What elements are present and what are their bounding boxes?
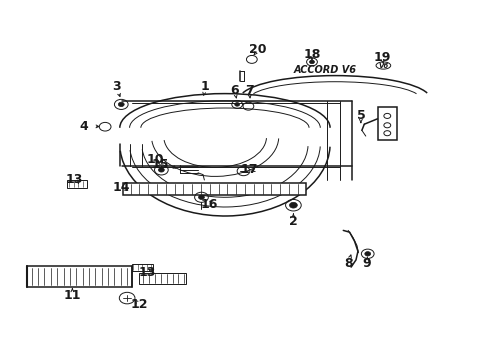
Text: 9: 9: [362, 257, 370, 270]
Text: 17: 17: [240, 163, 258, 176]
Bar: [67, 180, 87, 188]
Text: 10: 10: [146, 153, 164, 166]
Text: 16: 16: [200, 198, 217, 211]
Text: 6: 6: [230, 84, 239, 97]
Text: 8: 8: [343, 257, 352, 270]
Text: 14: 14: [112, 181, 130, 194]
Circle shape: [198, 195, 204, 199]
Text: 12: 12: [130, 298, 148, 311]
Text: 13: 13: [65, 173, 83, 186]
Bar: [27, 266, 132, 287]
Text: 4: 4: [79, 120, 88, 132]
Text: V6: V6: [378, 63, 387, 68]
Circle shape: [364, 252, 370, 256]
Text: ACCORD V6: ACCORD V6: [293, 65, 356, 75]
Text: 18: 18: [303, 48, 320, 61]
Text: 2: 2: [288, 215, 297, 228]
Text: 19: 19: [373, 51, 390, 64]
Circle shape: [289, 202, 297, 208]
Bar: [139, 273, 185, 284]
Text: 20: 20: [249, 43, 266, 56]
Circle shape: [234, 103, 239, 106]
Bar: [377, 107, 396, 140]
Circle shape: [158, 168, 164, 172]
Text: 11: 11: [63, 289, 81, 302]
Bar: [123, 183, 305, 195]
Text: 1: 1: [201, 80, 209, 93]
Text: 13: 13: [138, 266, 155, 279]
Text: 15: 15: [151, 158, 168, 171]
Circle shape: [309, 60, 314, 64]
Ellipse shape: [375, 62, 390, 69]
Bar: [132, 264, 152, 271]
Text: 5: 5: [356, 109, 365, 122]
Text: 7: 7: [244, 84, 253, 97]
Circle shape: [118, 102, 124, 107]
Text: 3: 3: [112, 80, 121, 93]
